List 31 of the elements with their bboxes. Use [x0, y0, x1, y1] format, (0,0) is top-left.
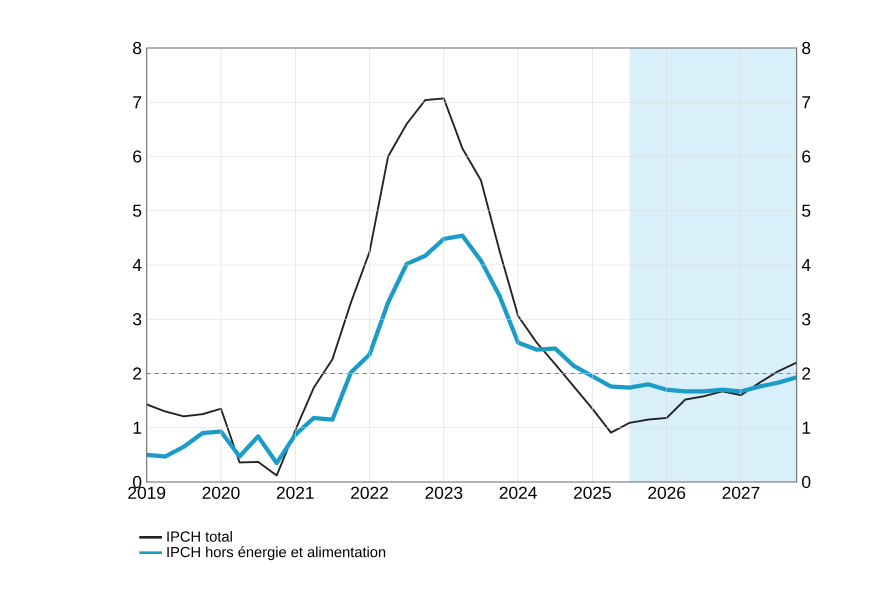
y2-tick-label: 3 [802, 313, 810, 326]
y2-tick-label: 6 [802, 150, 810, 163]
y-tick-label: 8 [133, 42, 142, 54]
x-tick-label: 2021 [276, 486, 314, 499]
x-tick-label: 2022 [351, 486, 388, 499]
y-tick-label: 4 [132, 259, 142, 271]
legend-label: IPCH hors énergie et alimentation [167, 546, 386, 560]
x-tick-label: 2019 [128, 486, 166, 499]
x-tick-label: 2026 [648, 486, 686, 499]
x-tick-label: 2025 [574, 486, 611, 499]
line-series [146, 98, 797, 476]
y-tick-label: 5 [133, 204, 142, 217]
line-series [146, 234, 797, 466]
y2-tick-label: 7 [802, 96, 810, 108]
x-tick-label: 2024 [500, 486, 537, 499]
y-tick-label: 0 [132, 476, 142, 488]
y2-tick-label: 0 [802, 476, 810, 488]
y-tick-label: 1 [134, 422, 142, 434]
y-tick-label: 7 [133, 96, 142, 108]
y2-tick-label: 5 [802, 204, 810, 217]
y-tick-label: 2 [133, 367, 142, 380]
x-tick-label: 2027 [722, 486, 760, 499]
y2-tick-label: 4 [802, 259, 811, 271]
x-tick-label: 2023 [425, 486, 462, 499]
y2-tick-label: 8 [802, 42, 810, 54]
y-tick-label: 3 [132, 313, 142, 326]
y2-tick-label: 2 [802, 367, 810, 380]
x-tick-label: 2020 [202, 486, 240, 499]
y-tick-label: 6 [133, 150, 142, 163]
legend-label: IPCH total [167, 530, 232, 542]
y2-tick-label: 1 [802, 422, 810, 434]
